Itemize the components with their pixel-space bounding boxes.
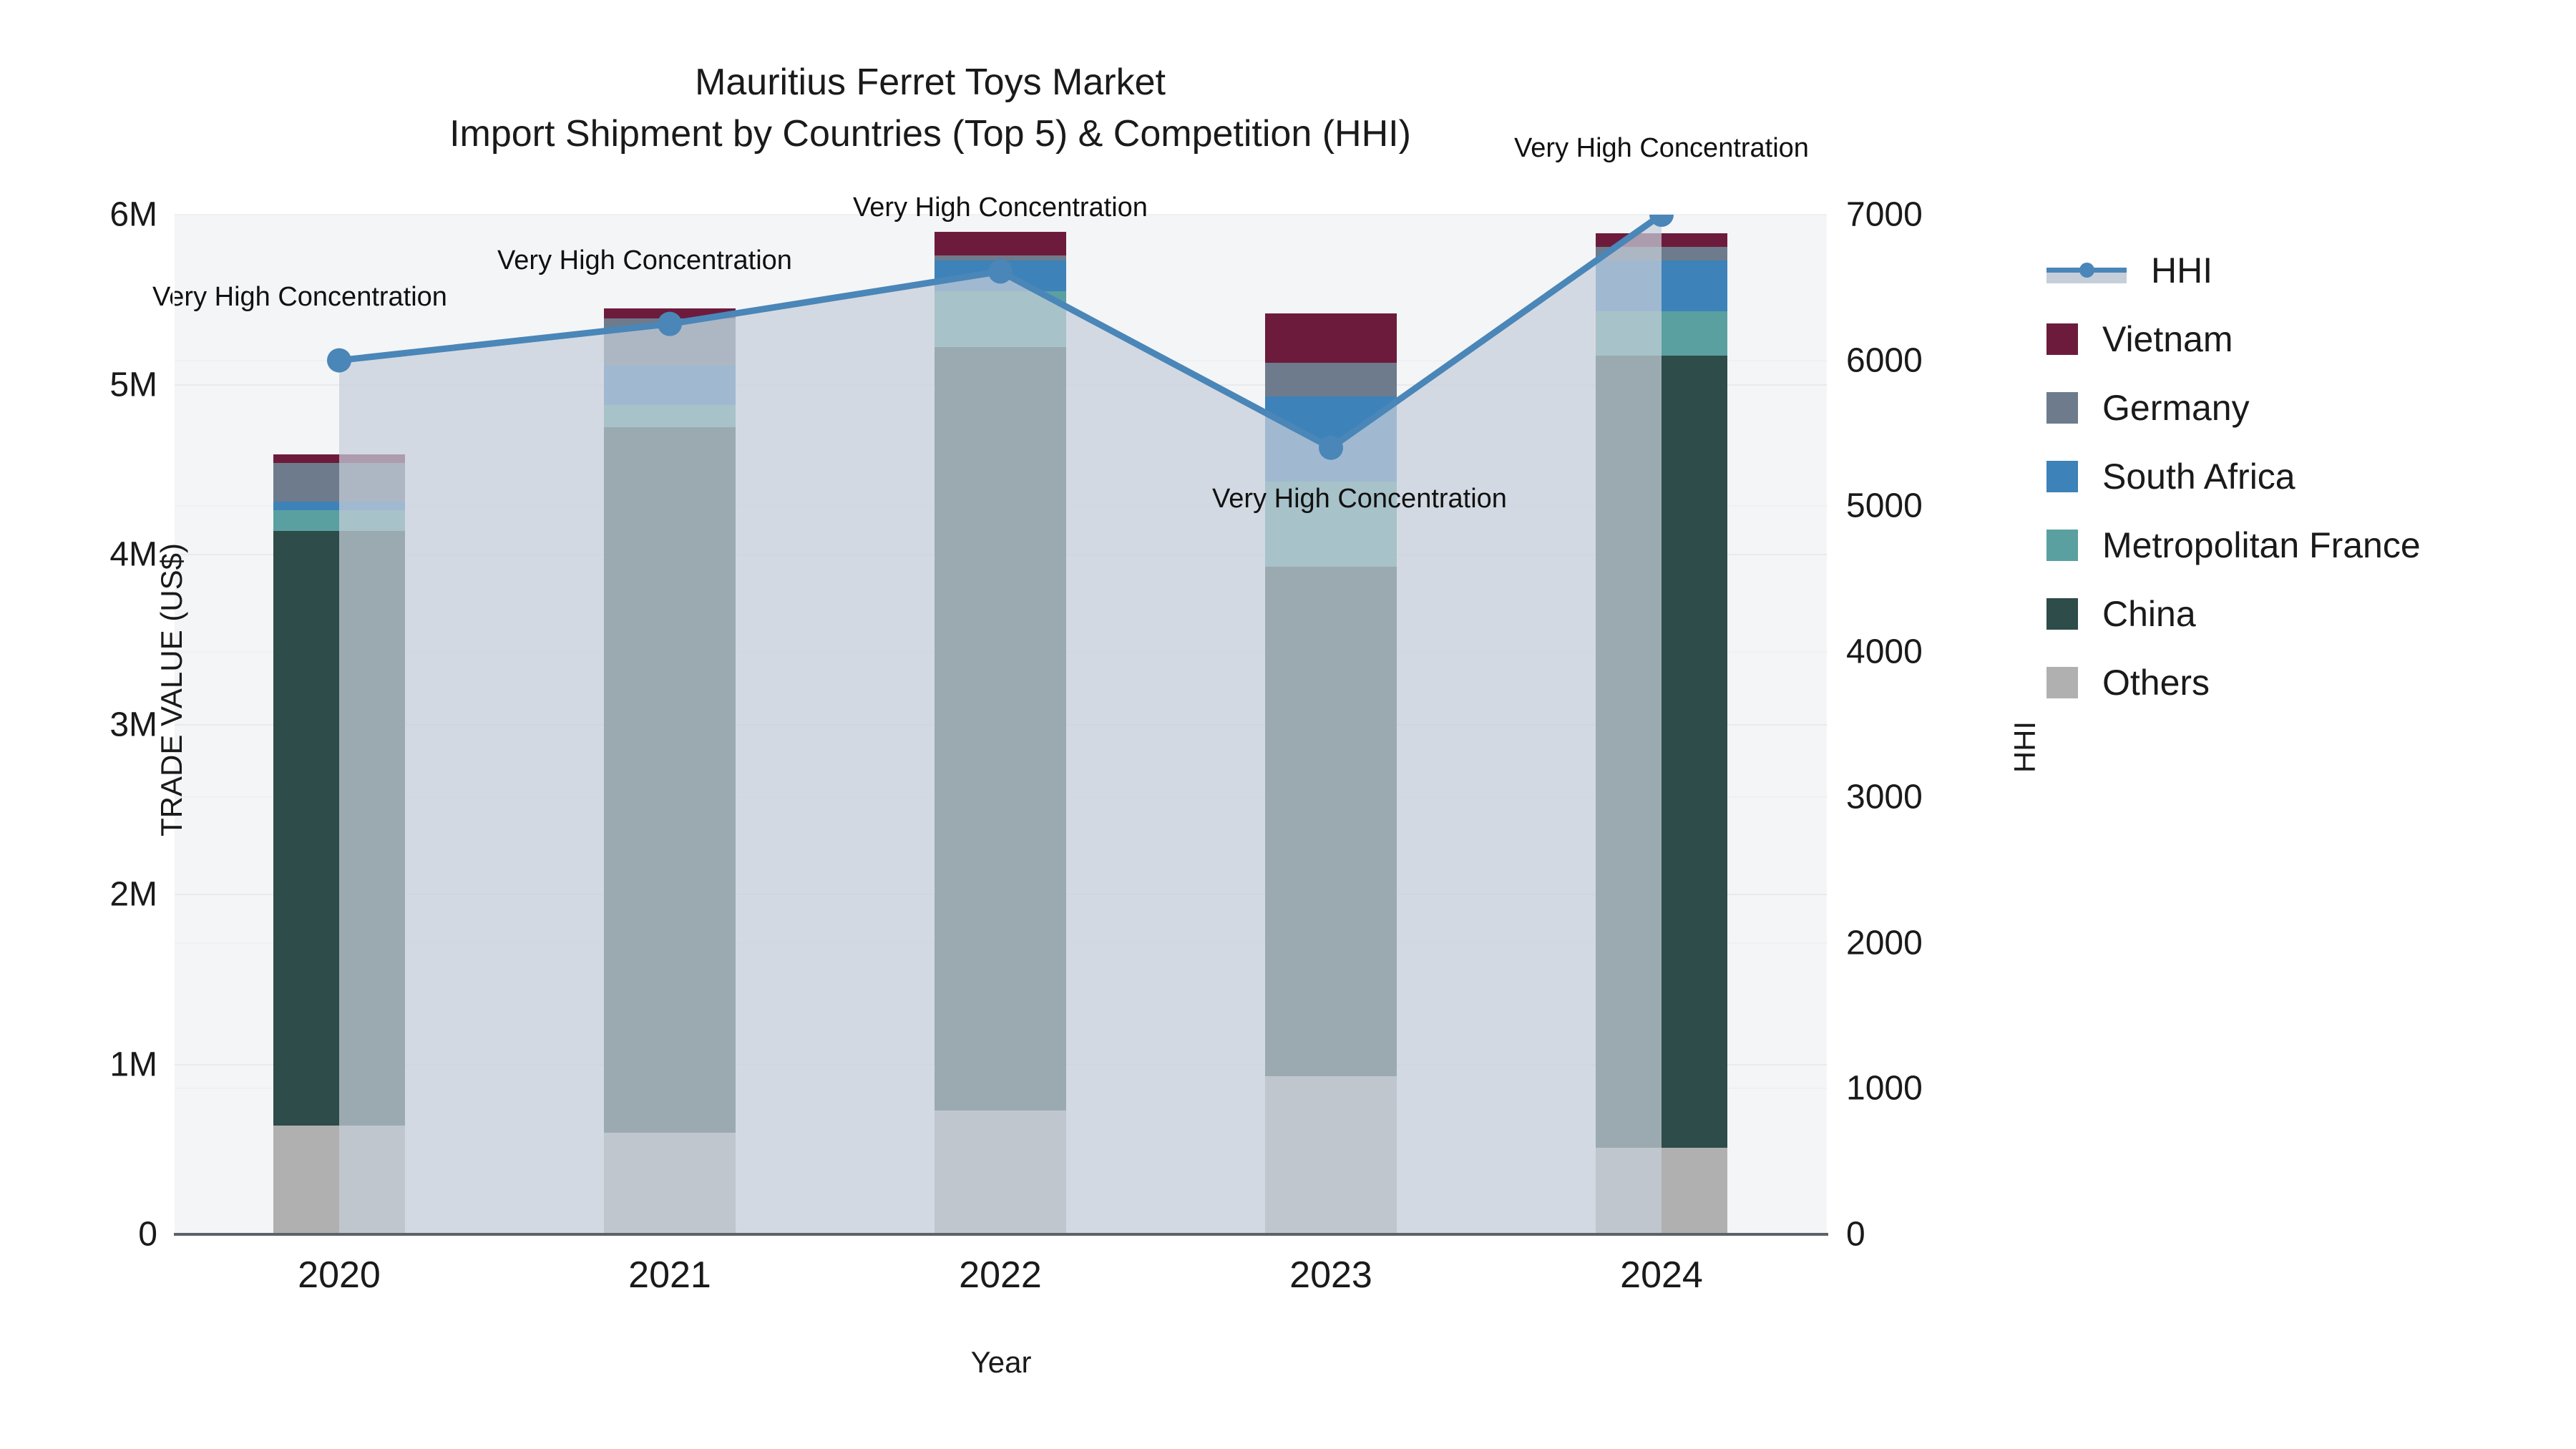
y-axis-right-tick-label: 2000 [1846,924,1923,962]
chart-title-block: Mauritius Ferret Toys Market Import Ship… [0,57,1860,160]
stacked-bar[interactable] [1596,233,1727,1234]
y-axis-right-tick-label: 4000 [1846,633,1923,671]
bar-segment-south-africa[interactable] [1265,396,1397,482]
legend-item-china[interactable]: China [2046,580,2562,648]
bar-segment-metropolitan-france[interactable] [273,510,405,531]
hhi-annotation: Very High Concentration [497,245,792,275]
bar-segment-germany[interactable] [935,255,1066,261]
bar-segment-others[interactable] [935,1110,1066,1234]
bar-segment-germany[interactable] [1596,247,1727,261]
x-axis-tick-label: 2020 [298,1254,381,1296]
y-axis-left-tick-label: 5M [109,366,157,404]
bar-segment-others[interactable] [1265,1076,1397,1234]
legend-swatch-icon [2046,530,2078,561]
legend-item-others[interactable]: Others [2046,648,2562,717]
legend-item-label: Others [2102,663,2210,703]
legend-swatch-icon [2046,598,2078,630]
legend-item-hhi[interactable]: HHI [2046,236,2562,305]
x-axis-tick-label: 2021 [628,1254,711,1296]
legend-swatch-icon [2046,461,2078,492]
legend-swatch-icon [2046,392,2078,424]
y-axis-left-tick-label: 3M [109,706,157,743]
legend-item-germany[interactable]: Germany [2046,374,2562,442]
legend-item-label: South Africa [2102,457,2296,497]
y-axis-left-tick-label: 1M [109,1045,157,1083]
stacked-bar[interactable] [273,454,405,1234]
bar-segment-metropolitan-france[interactable] [604,405,736,427]
bar-segment-china[interactable] [1265,566,1397,1077]
y-axis-right-title: HHI [2008,721,2041,774]
y-axis-right-tick-label: 1000 [1846,1069,1923,1108]
hhi-annotation: Very High Concentration [152,281,447,312]
bar-segment-south-africa[interactable] [604,366,736,405]
legend-item-label: Germany [2102,388,2250,428]
y-axis-line [172,215,175,1234]
legend-item-south-africa[interactable]: South Africa [2046,442,2562,511]
x-axis-tick-label: 2024 [1620,1254,1703,1296]
chart-subtitle: Import Shipment by Countries (Top 5) & C… [449,112,1411,155]
x-axis-title: Year [970,1345,1032,1379]
hhi-annotation: Very High Concentration [1514,133,1809,163]
bar-segment-vietnam[interactable] [273,454,405,463]
bar-segment-others[interactable] [604,1132,736,1234]
bar-segment-others[interactable] [1596,1147,1727,1234]
legend-swatch-icon [2046,667,2078,698]
bars-layer [174,215,1827,1234]
hhi-annotation: Very High Concentration [1212,483,1507,514]
bar-segment-south-africa[interactable] [273,502,405,511]
y-axis-left-tick-label: 4M [109,535,157,574]
bar-segment-china[interactable] [273,530,405,1126]
plot-area [174,214,1827,1235]
y-axis-left-tick-label: 0 [138,1215,157,1254]
bar-segment-china[interactable] [1596,356,1727,1148]
bar-segment-germany[interactable] [273,462,405,502]
y-axis-right-tick-label: 0 [1846,1215,1865,1254]
stacked-bar[interactable] [1265,313,1397,1234]
y-axis-right-tick-label: 5000 [1846,487,1923,525]
y-axis-left-tick-label: 2M [109,875,157,914]
bar-segment-metropolitan-france[interactable] [1596,311,1727,356]
legend-item-metropolitan-france[interactable]: Metropolitan France [2046,511,2562,580]
bar-segment-china[interactable] [604,426,736,1133]
legend-line-key-icon [2046,255,2127,286]
legend-item-vietnam[interactable]: Vietnam [2046,305,2562,374]
legend-item-label: Vietnam [2102,319,2233,359]
legend: HHI Vietnam Germany South Africa Metropolita… [2046,236,2562,717]
bar-segment-vietnam[interactable] [604,308,736,318]
y-axis-right-tick-label: 7000 [1846,195,1923,234]
bar-segment-south-africa[interactable] [935,260,1066,291]
legend-item-label: China [2102,594,2196,634]
bar-segment-vietnam[interactable] [935,231,1066,255]
legend-item-label: Metropolitan France [2102,525,2421,565]
bar-segment-south-africa[interactable] [1596,260,1727,312]
x-axis-tick-label: 2023 [1289,1254,1372,1296]
bar-segment-germany[interactable] [604,318,736,366]
legend-item-label: HHI [2151,250,2213,291]
x-axis-tick-label: 2022 [959,1254,1042,1296]
y-axis-left-title: TRADE VALUE (US$) [155,543,188,836]
legend-swatch-icon [2046,323,2078,355]
hhi-annotation: Very High Concentration [853,192,1148,223]
y-axis-right-tick-label: 3000 [1846,778,1923,816]
y-axis-left-tick-label: 6M [109,195,157,234]
bar-segment-metropolitan-france[interactable] [935,291,1066,348]
chart-title: Mauritius Ferret Toys Market [695,62,1166,103]
bar-segment-vietnam[interactable] [1596,233,1727,248]
stacked-bar[interactable] [604,308,736,1234]
bar-segment-vietnam[interactable] [1265,313,1397,363]
bar-segment-germany[interactable] [1265,362,1397,397]
bar-segment-china[interactable] [935,347,1066,1111]
stacked-bar[interactable] [935,231,1066,1234]
bar-segment-others[interactable] [273,1126,405,1234]
x-axis-line [174,1233,1828,1236]
y-axis-right-tick-label: 6000 [1846,341,1923,380]
